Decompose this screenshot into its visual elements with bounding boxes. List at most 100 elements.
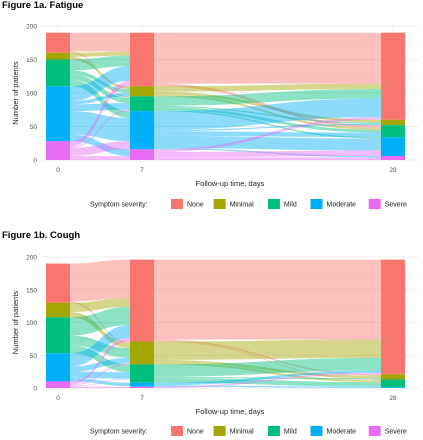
flow-mild-to-mild: [154, 107, 381, 133]
bar-none: [381, 32, 405, 120]
legend-swatch-none: [171, 199, 183, 209]
cough-alluvial-chart: 0 50 100 150 200 0 7 28 Number of patients Follow…: [11, 255, 418, 436]
flow-moderate-to-none: [154, 98, 381, 130]
flow-moderate-to-minimal: [154, 123, 381, 132]
flow-none-to-none: [154, 32, 381, 84]
y-axis-title: Number of patients: [11, 61, 20, 125]
flow-mild-to-none: [70, 55, 130, 71]
flow-moderate-to-severe: [70, 134, 130, 156]
flow-mild-to-mild: [154, 378, 381, 387]
bar-severe: [130, 149, 154, 160]
bar-moderate: [381, 387, 405, 388]
y-tick-label: 200: [26, 255, 37, 262]
flow-severe-to-severe: [154, 157, 381, 160]
legend-swatch-minimal: [213, 426, 226, 436]
flow-moderate-to-moderate: [154, 135, 381, 151]
bar-moderate: [130, 382, 154, 387]
flow-minimal-to-minimal: [70, 56, 130, 89]
legend-label-minimal: Minimal: [230, 429, 255, 436]
legend-swatch-moderate: [310, 199, 323, 209]
flow-none-to-mild: [154, 340, 381, 381]
flow-mild-to-none: [154, 88, 381, 106]
y-tick-label: 100: [26, 320, 37, 327]
bar-none: [46, 32, 70, 53]
flow-mild-to-minimal: [70, 70, 130, 93]
flow-severe-to-severe: [70, 155, 130, 160]
y-tick-label: 50: [30, 124, 38, 131]
flow-severe-to-minimal: [70, 363, 130, 387]
flow-none-to-minimal: [154, 339, 381, 376]
flow-moderate-to-none: [154, 370, 381, 386]
y-tick-label: 200: [26, 24, 37, 31]
figure-cough: Figure 1b. Cough 0 50 100 150 200 0 7 28 Number …: [0, 230, 423, 440]
flow-moderate-to-severe: [154, 147, 381, 158]
flow-severe-to-severe: [70, 386, 130, 388]
x-axis-title: Follow-up time, days: [196, 179, 265, 188]
bar-severe: [46, 141, 70, 160]
bar-severe: [46, 381, 70, 388]
bar-none: [130, 32, 154, 87]
bar-mild: [46, 59, 70, 87]
legend-label-none: None: [187, 429, 204, 436]
flow-none-to-mild: [154, 83, 381, 128]
bar-minimal: [130, 341, 154, 365]
figure-title: Figure 1a. Fatigue: [2, 0, 84, 11]
bar-minimal: [46, 52, 70, 60]
legend-title: Symptom severity:: [90, 202, 148, 209]
legend-swatch-mild: [267, 199, 280, 209]
flow-minimal-to-minimal: [154, 359, 381, 379]
legend-label-mild: Mild: [284, 429, 297, 436]
legend-swatch-none: [171, 426, 183, 436]
x-tick-label: 7: [140, 167, 144, 174]
legend-label-mild: Mild: [284, 202, 297, 209]
flow-mild-to-moderate: [154, 109, 381, 139]
x-tick-label: 28: [389, 395, 397, 402]
bar-mild: [130, 364, 154, 383]
y-axis-title: Number of patients: [11, 291, 20, 355]
legend-swatch-moderate: [310, 426, 323, 436]
bar-moderate: [46, 86, 70, 142]
x-tick-label: 28: [389, 167, 397, 174]
flow-moderate-to-mild: [154, 131, 381, 138]
flow-moderate-to-mild: [70, 371, 130, 379]
bar-mild: [381, 379, 405, 388]
flow-severe-to-none: [154, 117, 381, 152]
y-tick-label: 0: [33, 386, 37, 393]
legend-label-none: None: [187, 202, 204, 209]
flow-moderate-to-none: [70, 325, 130, 367]
legend-swatch-mild: [267, 426, 280, 436]
flow-moderate-to-moderate: [70, 378, 130, 387]
bar-none: [381, 259, 405, 375]
bar-mild: [381, 125, 405, 138]
flow-severe-to-mild: [70, 109, 130, 148]
y-tick-label: 50: [30, 353, 38, 360]
flow-mild-to-mild: [70, 74, 130, 104]
flow-minimal-to-none: [154, 83, 381, 92]
flow-none-to-none: [70, 32, 130, 52]
bar-none: [130, 259, 154, 342]
flow-minimal-to-mild: [154, 94, 381, 130]
y-tick-label: 150: [26, 57, 37, 64]
x-tick-label: 7: [140, 395, 144, 402]
legend-label-minimal: Minimal: [230, 202, 255, 209]
flow-severe-to-none: [154, 372, 381, 388]
flow-moderate-to-minimal: [70, 357, 130, 372]
flow-moderate-to-minimal: [70, 93, 130, 105]
bar-severe: [130, 386, 154, 388]
flow-mild-to-minimal: [70, 335, 130, 358]
flow-none-to-none: [70, 259, 130, 302]
bar-minimal: [381, 119, 405, 126]
flow-none-to-mild: [70, 51, 130, 98]
flow-mild-to-moderate: [70, 79, 130, 118]
x-axis-title: Follow-up time, days: [196, 407, 265, 416]
flow-mild-to-none: [70, 306, 130, 336]
x-tick-label: 0: [56, 395, 60, 402]
bar-moderate: [381, 137, 405, 156]
x-tick-label: 0: [56, 167, 60, 174]
legend-title: Symptom severity:: [90, 429, 148, 436]
bar-severe: [381, 155, 405, 160]
bar-minimal: [46, 302, 70, 318]
flow-minimal-to-none: [70, 51, 130, 57]
flow-moderate-to-none: [70, 66, 130, 102]
y-tick-label: 150: [26, 287, 37, 294]
